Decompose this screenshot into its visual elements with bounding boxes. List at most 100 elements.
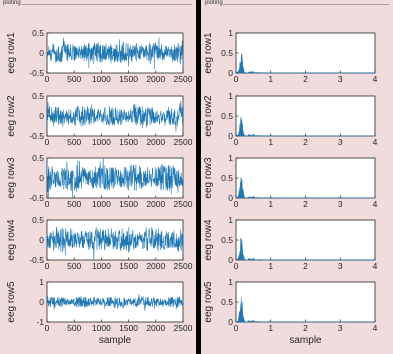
right-row2-ytick-label-1: 0.5 <box>221 111 233 121</box>
right-row5-xtick-label-1: 1 <box>268 323 273 333</box>
right-row3-ytick-label-0: 0 <box>228 193 233 203</box>
right-row4-ylabel: eeg row4 <box>203 219 214 261</box>
left-row1-xtick-label-3: 1500 <box>119 74 138 84</box>
left-row4-xtick-label-3: 1500 <box>119 261 138 271</box>
left-row4-ylabel: eeg row4 <box>6 219 17 261</box>
left-row5-ytick-label-0: -1 <box>36 317 44 327</box>
right-row1-xtick-label-0: 0 <box>234 74 239 84</box>
right-row4-xtick-label-0: 0 <box>234 261 239 271</box>
left-row3-ylabel: eeg row3 <box>6 157 17 199</box>
left-row5-xtick-label-2: 1000 <box>92 323 111 333</box>
left-row1-ytick-label-2: 0.5 <box>32 28 44 38</box>
left-row3-ytick-label-1: 0 <box>39 173 44 183</box>
right-row3-axes <box>235 157 376 199</box>
right-row3-xtick-label-3: 3 <box>338 199 343 209</box>
left-row1-xtick-label-0: 0 <box>45 74 50 84</box>
left-row2-ylabel: eeg row2 <box>6 95 17 137</box>
left-row1-xtick-label-2: 1000 <box>92 74 111 84</box>
left-row5-eeg-trace <box>46 294 184 311</box>
right-row4-ytick-label-0: 0 <box>228 255 233 265</box>
right-row1-ytick-label-1: 0.5 <box>221 48 233 58</box>
right-row5-ytick-label-1: 0.5 <box>221 297 233 307</box>
left-row2-ytick-label-0: -0.5 <box>29 131 44 141</box>
left-row4-ytick-label-1: 0 <box>39 235 44 245</box>
right-row4-axes <box>235 219 376 261</box>
left-row3-ytick-label-2: 0.5 <box>32 153 44 163</box>
left-row1-ylabel: eeg row1 <box>6 32 17 74</box>
left-row3-xtick-label-5: 2500 <box>174 199 193 209</box>
right-row2-xtick-label-0: 0 <box>234 137 239 147</box>
right-row1-axes <box>235 32 376 74</box>
left-row2-ytick-label-1: 0 <box>39 111 44 121</box>
left-row5-ylabel: eeg row5 <box>6 281 17 323</box>
left-row1-eeg-trace <box>46 37 184 70</box>
left-row4-xtick-label-4: 2000 <box>146 261 165 271</box>
left-row4-eeg-trace <box>46 226 184 261</box>
right-row4-xtick-label-3: 3 <box>338 261 343 271</box>
left-row1-xtick-label-5: 2500 <box>174 74 193 84</box>
right-row1-xtick-label-4: 4 <box>373 74 378 84</box>
right-row3-ylabel: eeg row3 <box>203 157 214 199</box>
right-panel-title-rule <box>223 4 389 5</box>
right-row1-xtick-label-2: 2 <box>303 74 308 84</box>
right-row2-xtick-label-1: 1 <box>268 137 273 147</box>
right-row1-ylabel: eeg row1 <box>203 32 214 74</box>
left-row4-xtick-label-2: 1000 <box>92 261 111 271</box>
left-row3-xtick-label-4: 2000 <box>146 199 165 209</box>
left-row2-eeg-trace <box>46 100 184 132</box>
right-row5-xtick-label-3: 3 <box>338 323 343 333</box>
left-row1-xtick-label-4: 2000 <box>146 74 165 84</box>
right-row3-xtick-label-1: 1 <box>268 199 273 209</box>
left-row2-ytick-label-2: 0.5 <box>32 91 44 101</box>
left-row4-xtick-label-0: 0 <box>45 261 50 271</box>
right-row5-ytick-label-2: 1 <box>228 277 233 287</box>
left-row2-xtick-label-0: 0 <box>45 137 50 147</box>
left-row3-eeg-trace <box>46 157 184 199</box>
right-row2-ylabel: eeg row2 <box>203 95 214 137</box>
left-panel-title: ploting <box>3 0 21 6</box>
left-row2-xtick-label-3: 1500 <box>119 137 138 147</box>
left-row5-ytick-label-2: 1 <box>39 277 44 287</box>
left-row2-xtick-label-1: 500 <box>67 137 81 147</box>
left-row1-xtick-label-1: 500 <box>67 74 81 84</box>
left-row1-ytick-label-0: -0.5 <box>29 68 44 78</box>
left-row5-xtick-label-0: 0 <box>45 323 50 333</box>
right-row5-ytick-label-0: 0 <box>228 317 233 327</box>
right-row1-ytick-label-0: 0 <box>228 68 233 78</box>
right-row5-xtick-label-0: 0 <box>234 323 239 333</box>
right-row4-xtick-label-2: 2 <box>303 261 308 271</box>
left-row4-xtick-label-1: 500 <box>67 261 81 271</box>
left-row3-xtick-label-1: 500 <box>67 199 81 209</box>
right-row5-xtick-label-2: 2 <box>303 323 308 333</box>
left-row5-xtick-label-5: 2500 <box>174 323 193 333</box>
right-row2-xtick-label-4: 4 <box>373 137 378 147</box>
right-row5-xlabel: sample <box>289 335 322 346</box>
right-row3-ytick-label-2: 1 <box>228 153 233 163</box>
left-row5-xtick-label-1: 500 <box>67 323 81 333</box>
right-row2-axes <box>235 95 376 137</box>
right-panel-title: ploting <box>205 0 223 6</box>
right-row1-ytick-label-2: 1 <box>228 28 233 38</box>
right-row4-xtick-label-4: 4 <box>373 261 378 271</box>
right-row3-xtick-label-0: 0 <box>234 199 239 209</box>
right-row2-xtick-label-2: 2 <box>303 137 308 147</box>
left-row5-xtick-label-4: 2000 <box>146 323 165 333</box>
left-row3-xtick-label-3: 1500 <box>119 199 138 209</box>
left-row1-ytick-label-1: 0 <box>39 48 44 58</box>
panel-divider <box>196 0 201 354</box>
right-row3-xtick-label-4: 4 <box>373 199 378 209</box>
right-row1-xtick-label-1: 1 <box>268 74 273 84</box>
right-row5-ylabel: eeg row5 <box>203 281 214 323</box>
right-row5-xtick-label-4: 4 <box>373 323 378 333</box>
right-row2-ytick-label-2: 1 <box>228 91 233 101</box>
right-row1-xtick-label-3: 3 <box>338 74 343 84</box>
right-row4-ytick-label-1: 0.5 <box>221 235 233 245</box>
right-row2-ytick-label-0: 0 <box>228 131 233 141</box>
right-row3-xtick-label-2: 2 <box>303 199 308 209</box>
left-row3-xtick-label-2: 1000 <box>92 199 111 209</box>
left-row2-xtick-label-4: 2000 <box>146 137 165 147</box>
left-row5-xlabel: sample <box>99 335 132 346</box>
left-panel-title-rule <box>22 4 192 5</box>
